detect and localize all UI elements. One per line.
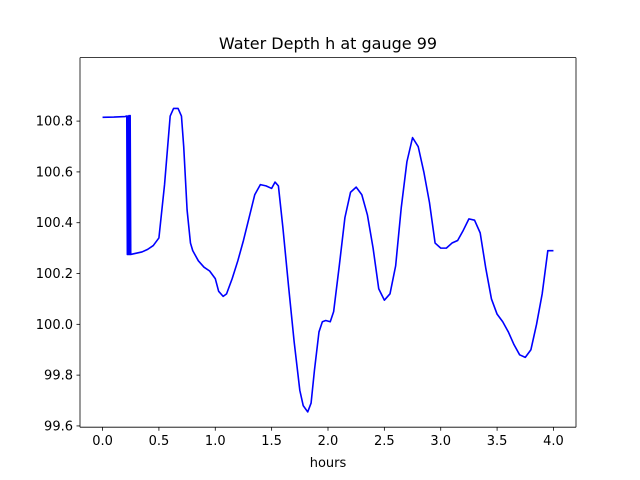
series-line-0 (102, 107, 554, 413)
y-tick-label: 100.6 (36, 165, 73, 180)
plot-area-background (80, 57, 576, 428)
x-axis-ticks: 0.0 0.5 1.0 1.5 2.0 2.5 3.0 3.5 4.0 (92, 427, 564, 449)
x-tick-label: 0.0 (92, 434, 113, 449)
x-tick-label: 0.5 (149, 434, 170, 449)
axes-spines (79, 57, 577, 428)
series-layer (102, 107, 554, 413)
y-axis-ticks: 99.6 99.8 100.0 100.2 100.4 100.6 100.8 (36, 115, 80, 434)
y-tick-label: 99.6 (44, 419, 73, 434)
x-tick-label: 3.5 (487, 434, 508, 449)
x-axis-label: hours (310, 456, 347, 471)
x-tick-label: 3.0 (430, 434, 451, 449)
y-tick-label: 100.8 (36, 115, 73, 130)
x-tick-label: 1.5 (261, 434, 282, 449)
x-tick-label: 1.0 (205, 434, 226, 449)
x-tick-label: 4.0 (543, 434, 564, 449)
y-tick-label: 99.8 (44, 369, 73, 384)
y-tick-label: 100.2 (36, 267, 73, 282)
chart-title: Water Depth h at gauge 99 (219, 34, 437, 53)
x-tick-label: 2.5 (374, 434, 395, 449)
y-tick-label: 100.0 (36, 318, 73, 333)
x-tick-label: 2.0 (318, 434, 339, 449)
y-tick-label: 100.4 (36, 216, 73, 231)
